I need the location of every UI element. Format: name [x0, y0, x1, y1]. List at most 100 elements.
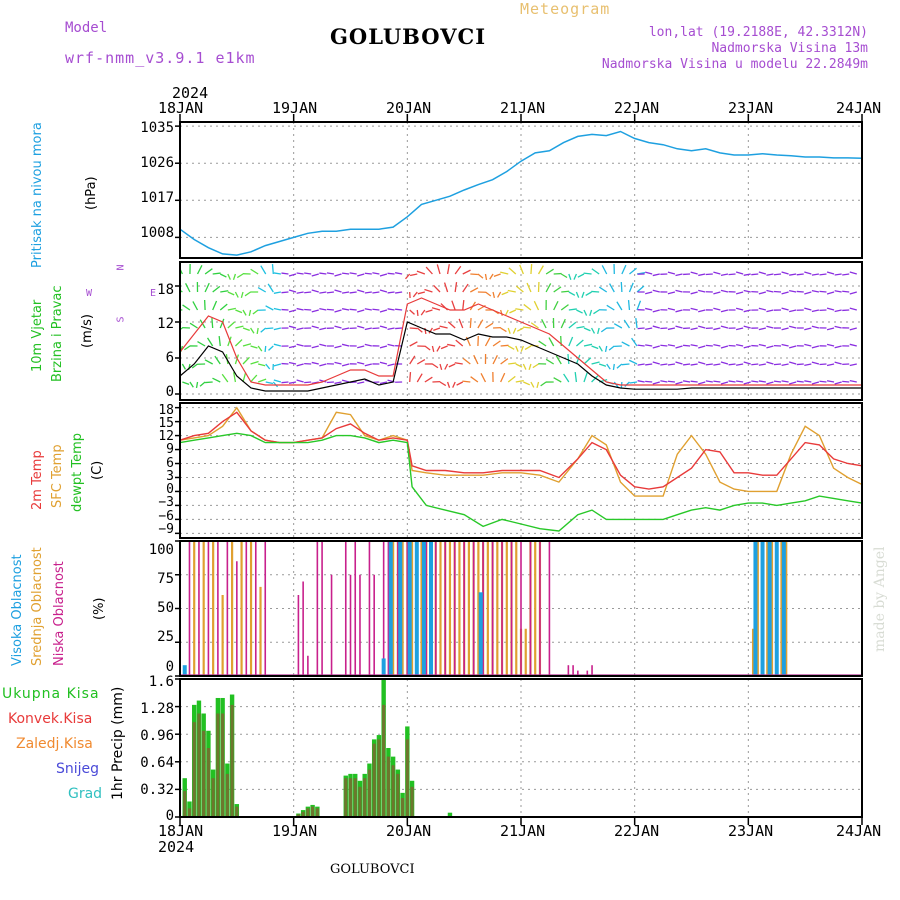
wind-arrow	[484, 337, 491, 347]
wind-arrow	[621, 341, 630, 347]
wind-arrow	[583, 309, 588, 316]
precip-ytick: 0.32	[140, 782, 174, 798]
wind-arrow	[501, 291, 509, 296]
wind-arrow	[515, 285, 524, 293]
wind-arrow	[480, 373, 487, 383]
compass-n: N	[115, 264, 127, 271]
wind-arrow	[538, 340, 547, 347]
wind-arrow	[842, 273, 850, 276]
wind-arrow	[447, 343, 456, 347]
model-value: wrf-nmm_v3.9.1 e1km	[65, 49, 256, 67]
cloud-high-bar	[407, 541, 412, 676]
wind-arrow	[789, 345, 797, 349]
wind-arrow	[849, 291, 857, 295]
precip-convective-bar	[391, 765, 395, 817]
wind-arrow	[204, 268, 213, 275]
precip-convective-bar	[377, 739, 381, 817]
precip-ytick: 0	[165, 808, 174, 824]
wind-arrow	[500, 344, 509, 347]
wind-arrow	[585, 291, 592, 296]
cloud-high-bar	[182, 665, 187, 676]
wind-arrow	[242, 343, 252, 347]
wind-arrow	[485, 291, 492, 297]
wind-arrow	[804, 307, 812, 311]
wind-arrow	[705, 380, 713, 383]
year-bottom: 2024	[158, 838, 195, 856]
wind-arrow	[728, 380, 736, 383]
wind-arrow	[735, 343, 744, 347]
wind-arrow	[766, 273, 774, 276]
wind-arrow	[206, 337, 214, 347]
wind-arrow	[583, 343, 593, 347]
wind-arrow	[713, 363, 721, 366]
wind-arrow	[288, 381, 297, 384]
wind-arrow	[189, 322, 198, 329]
wind-arrow	[826, 327, 835, 331]
wind-arrow	[349, 308, 357, 311]
wind-arrow	[743, 345, 751, 349]
wind-arrow	[581, 291, 585, 298]
wind-arrow	[357, 345, 365, 349]
wind-arrow	[431, 345, 435, 353]
wind-arrow	[575, 339, 584, 347]
wind-arrow	[635, 318, 638, 329]
wind-arrow	[819, 290, 827, 293]
wind-arrow	[781, 291, 789, 295]
wind-arrow	[357, 273, 365, 277]
wind-arrow	[604, 345, 608, 353]
wind-arrow	[804, 343, 812, 347]
precip-convective-bar	[221, 713, 225, 817]
wind-arrow	[416, 373, 423, 383]
wind-arrow	[758, 363, 766, 366]
wind-arrow	[477, 319, 484, 329]
cloud-unit: (%)	[92, 597, 107, 621]
wind-arrow	[826, 307, 835, 311]
wind-arrow	[439, 381, 447, 387]
wind-arrow	[834, 381, 842, 385]
pressure-ytick: 1035	[140, 120, 174, 136]
wind-arrow	[334, 289, 342, 293]
wind-arrow	[720, 381, 729, 385]
wind-arrow	[252, 309, 259, 315]
wind-arrow	[379, 381, 388, 385]
wind-arrow	[458, 318, 464, 329]
compass-w: W	[86, 288, 93, 299]
wind-arrow	[577, 273, 585, 278]
wind-arrow	[456, 381, 464, 386]
panel-frame	[179, 261, 863, 401]
precip-convective-bar	[372, 743, 376, 817]
wind-arrow	[281, 272, 289, 275]
wind-arrow	[598, 286, 608, 293]
cloud-low-label: Niska Oblacnost	[52, 561, 67, 666]
wind-arrow	[507, 289, 516, 293]
wind-arrow	[265, 363, 271, 370]
wind-arrow	[273, 327, 282, 331]
wind-arrow	[553, 286, 562, 293]
wind-arrow	[489, 273, 494, 280]
wind-arrow	[526, 282, 532, 293]
wind-arrow	[675, 345, 683, 349]
wind-arrow	[583, 372, 588, 383]
wind-arrow	[591, 268, 600, 275]
cloud-ytick: 100	[148, 542, 174, 558]
wind-arrow	[645, 327, 653, 331]
wind-arrow	[842, 380, 850, 383]
wind-arrow	[195, 381, 199, 389]
wind-arrow	[523, 303, 532, 311]
wind-arrow	[591, 290, 600, 293]
wind-arrow	[600, 327, 608, 333]
wind-arrow	[473, 354, 479, 365]
wind-arrow	[560, 273, 568, 279]
wind-arrow	[698, 325, 706, 329]
wind-arrow	[508, 267, 517, 275]
wind-arrow	[616, 301, 623, 311]
pressure-ytick: 1017	[140, 190, 174, 206]
wind-arrow	[311, 273, 319, 277]
wind-arrow	[683, 344, 691, 347]
wind-arrow	[515, 308, 524, 311]
wind-arrow	[454, 265, 462, 275]
wind-arrow	[364, 343, 372, 347]
wind-arrow	[849, 363, 857, 367]
wind-arrow	[470, 376, 479, 383]
wind-arrow	[433, 284, 441, 293]
